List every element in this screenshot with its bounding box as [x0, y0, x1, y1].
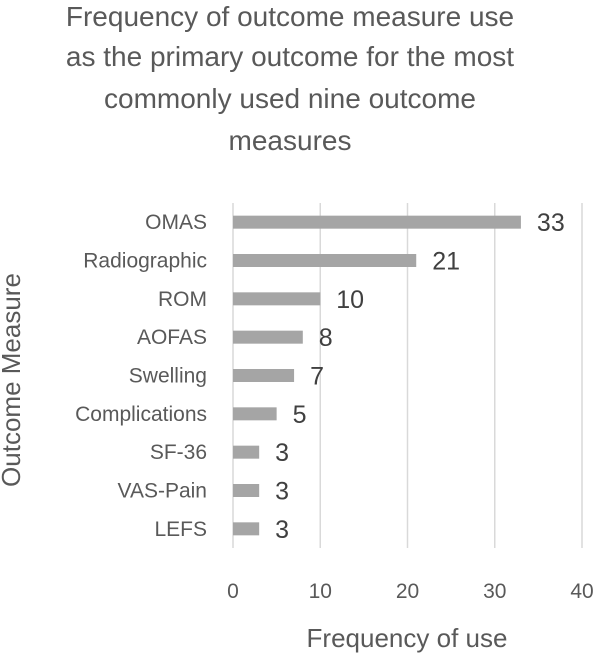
category-label-swelling: Swelling — [129, 365, 207, 388]
bar-vas-pain — [233, 484, 260, 497]
category-label-radiographic: Radiographic — [83, 250, 207, 273]
x-tick-label-10: 10 — [309, 580, 332, 603]
data-label-omas: 33 — [537, 209, 565, 237]
x-tick-label-20: 20 — [396, 580, 419, 603]
chart-title: Frequency of outcome measure use as the … — [66, 1, 514, 156]
x-tick-label-40: 40 — [570, 580, 593, 603]
bar-radiographic — [233, 254, 417, 267]
category-labels: OMAS Radiographic ROM AOFAS Swelling Complica… — [75, 211, 207, 541]
category-label-omas: OMAS — [145, 211, 207, 234]
chart-title-line-1: Frequency of outcome measure use — [66, 1, 514, 32]
y-axis-title: Outcome Measure — [0, 273, 26, 487]
x-tick-label-30: 30 — [483, 580, 506, 603]
x-tick-label-0: 0 — [227, 580, 239, 603]
bar-aofas — [233, 330, 303, 344]
data-label-radiographic: 21 — [432, 248, 460, 276]
category-label-rom: ROM — [158, 288, 207, 311]
category-label-aofas: AOFAS — [137, 326, 207, 349]
category-label-sf-36: SF-36 — [150, 441, 207, 464]
bars — [233, 215, 521, 536]
bar-lefs — [233, 522, 260, 536]
data-label-aofas: 8 — [319, 324, 333, 352]
data-label-lefs: 3 — [275, 516, 289, 544]
chart-title-line-4: measures — [229, 125, 352, 156]
x-axis-title: Frequency of use — [307, 623, 508, 653]
bar-swelling — [233, 369, 295, 382]
x-tick-labels: 0 10 20 30 40 — [227, 580, 594, 603]
bar-rom — [233, 292, 321, 306]
data-label-vas-pain: 3 — [275, 478, 289, 506]
category-label-lefs: LEFS — [154, 518, 207, 541]
chart-title-line-2: as the primary outcome for the most — [66, 41, 514, 72]
chart-title-line-3: commonly used nine outcome — [104, 83, 476, 114]
category-label-vas-pain: VAS-Pain — [118, 480, 208, 503]
data-label-rom: 10 — [336, 286, 364, 314]
data-label-swelling: 7 — [310, 363, 324, 391]
category-label-complications: Complications — [75, 403, 207, 426]
data-label-sf-36: 3 — [275, 439, 289, 467]
data-label-complications: 5 — [293, 401, 307, 429]
bar-sf-36 — [233, 445, 260, 459]
bar-omas — [233, 215, 521, 229]
bar-complications — [233, 407, 277, 421]
